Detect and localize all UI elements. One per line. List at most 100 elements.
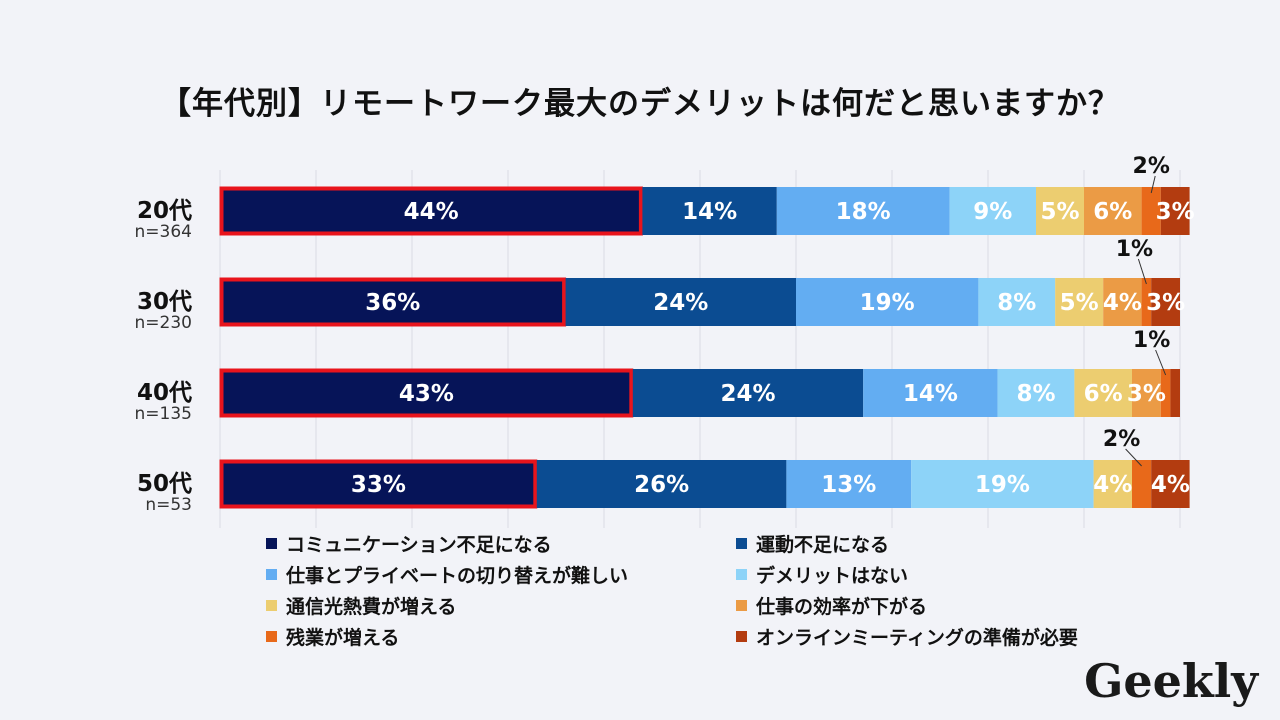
legend-label: デメリットはない [756,565,909,587]
callout-leader-line [1137,258,1147,285]
legend-swatch [736,600,747,611]
age-group-label: 50代 [136,471,192,497]
data-label: 5% [1060,290,1099,316]
age-group-label: 30代 [136,289,192,315]
data-label: 1% [1116,237,1153,262]
legend-label: 仕事とプライベートの切り替えが難しい [286,565,629,587]
legend-swatch [266,600,277,611]
legend-label: 運動不足になる [756,534,890,556]
bar-layer [219,186,1190,509]
data-label: 2% [1133,154,1170,179]
chart-title: 【年代別】リモートワーク最大のデメリットは何だと思いますか？ [160,86,1120,122]
data-label: 24% [720,381,775,407]
data-label: 9% [973,199,1012,225]
bar-segment [1160,369,1171,417]
geekly-logo: Geekly [1084,654,1258,708]
bar-segment [997,369,1075,417]
legend-swatch [736,569,747,580]
legend-swatch [266,569,277,580]
legend-item: 仕事の効率が下がる [736,592,927,622]
bar-segment [220,278,566,326]
data-label: 18% [836,199,891,225]
bar-segment [978,278,1056,326]
bar-segment [1055,278,1104,326]
age-group-label: 40代 [136,380,192,406]
data-label: 3% [1156,199,1195,225]
bar-segment [911,460,1094,508]
sample-size-label: n=135 [134,404,192,424]
bar-segment [1093,460,1132,508]
legend-item: 残業が増える [266,623,399,653]
data-label-layer: 44% 14% 18% 9% 5% 6%2%3%36% 24% 19% 8% 5% 4%1%3%43… [351,154,1195,498]
highlight-frame [219,459,538,509]
highlight-frame [219,368,634,418]
bar-segment [1151,278,1180,326]
legend-label: オンラインミーティングの準備が必要 [756,627,1078,649]
bar-segment [1170,369,1180,417]
legend-label: 通信光熱費が増える [286,596,457,618]
legend-item: 通信光熱費が増える [266,592,456,622]
data-label: 26% [634,472,689,498]
bar-segment [949,187,1036,235]
legend-swatch [266,631,277,642]
data-label: 36% [365,290,420,316]
data-label: 4% [1093,472,1132,498]
data-label: 8% [997,290,1036,316]
legend-swatch [736,538,747,549]
sample-size-label: n=53 [145,495,192,515]
data-label: 4% [1103,290,1142,316]
callout-leader-line [1150,175,1156,194]
bar-segment [1151,460,1190,508]
bar-segment [642,187,777,235]
legend-item: デメリットはない [736,561,908,591]
data-label: 4% [1151,472,1190,498]
highlight-frame [219,186,643,236]
bar-segment [863,369,998,417]
sample-size-label: n=230 [134,313,192,333]
legend-item: オンラインミーティングの準備が必要 [736,623,1078,653]
data-label: 19% [860,290,915,316]
data-label: 5% [1040,199,1079,225]
legend-item: 仕事とプライベートの切り替えが難しい [266,561,628,591]
data-label: 13% [821,472,876,498]
legend-swatch [266,538,277,549]
bar-segment [220,187,643,235]
bar-segment [565,278,796,326]
bar-segment [1132,369,1161,417]
callout-leader-line [1125,448,1142,467]
bar-segment [220,460,537,508]
data-label: 14% [682,199,737,225]
legend-item: コミュニケーション不足になる [266,530,552,560]
row-label: 20代 n=364 [72,199,192,241]
legend-label: 仕事の効率が下がる [756,596,928,618]
bar-segment [1103,278,1142,326]
bar-segment [796,278,979,326]
age-group-label: 20代 [136,198,192,224]
bar-segment [1036,187,1084,235]
row-label: 30代 n=230 [72,290,192,332]
bar-segment [1132,460,1152,508]
legend-swatch [736,631,747,642]
legend-label: コミュニケーション不足になる [286,534,552,556]
callout-leader-line [1155,349,1167,376]
row-label: 40代 n=135 [72,381,192,423]
data-label: 44% [404,199,459,225]
data-label: 24% [653,290,708,316]
legend-item: 運動不足になる [736,530,889,560]
bar-segment [776,187,950,235]
sample-size-label: n=364 [134,222,192,242]
data-label: 6% [1084,381,1123,407]
data-label: 1% [1133,328,1170,353]
data-label: 8% [1016,381,1055,407]
data-label: 14% [903,381,958,407]
data-label: 33% [351,472,406,498]
row-label: 50代 n=53 [72,472,192,514]
bar-segment [786,460,912,508]
bar-segment [220,369,633,417]
data-label: 43% [399,381,454,407]
data-label: 3% [1127,381,1166,407]
bar-segment [632,369,864,417]
bar-segment [1084,187,1142,235]
bar-segment [1141,187,1161,235]
